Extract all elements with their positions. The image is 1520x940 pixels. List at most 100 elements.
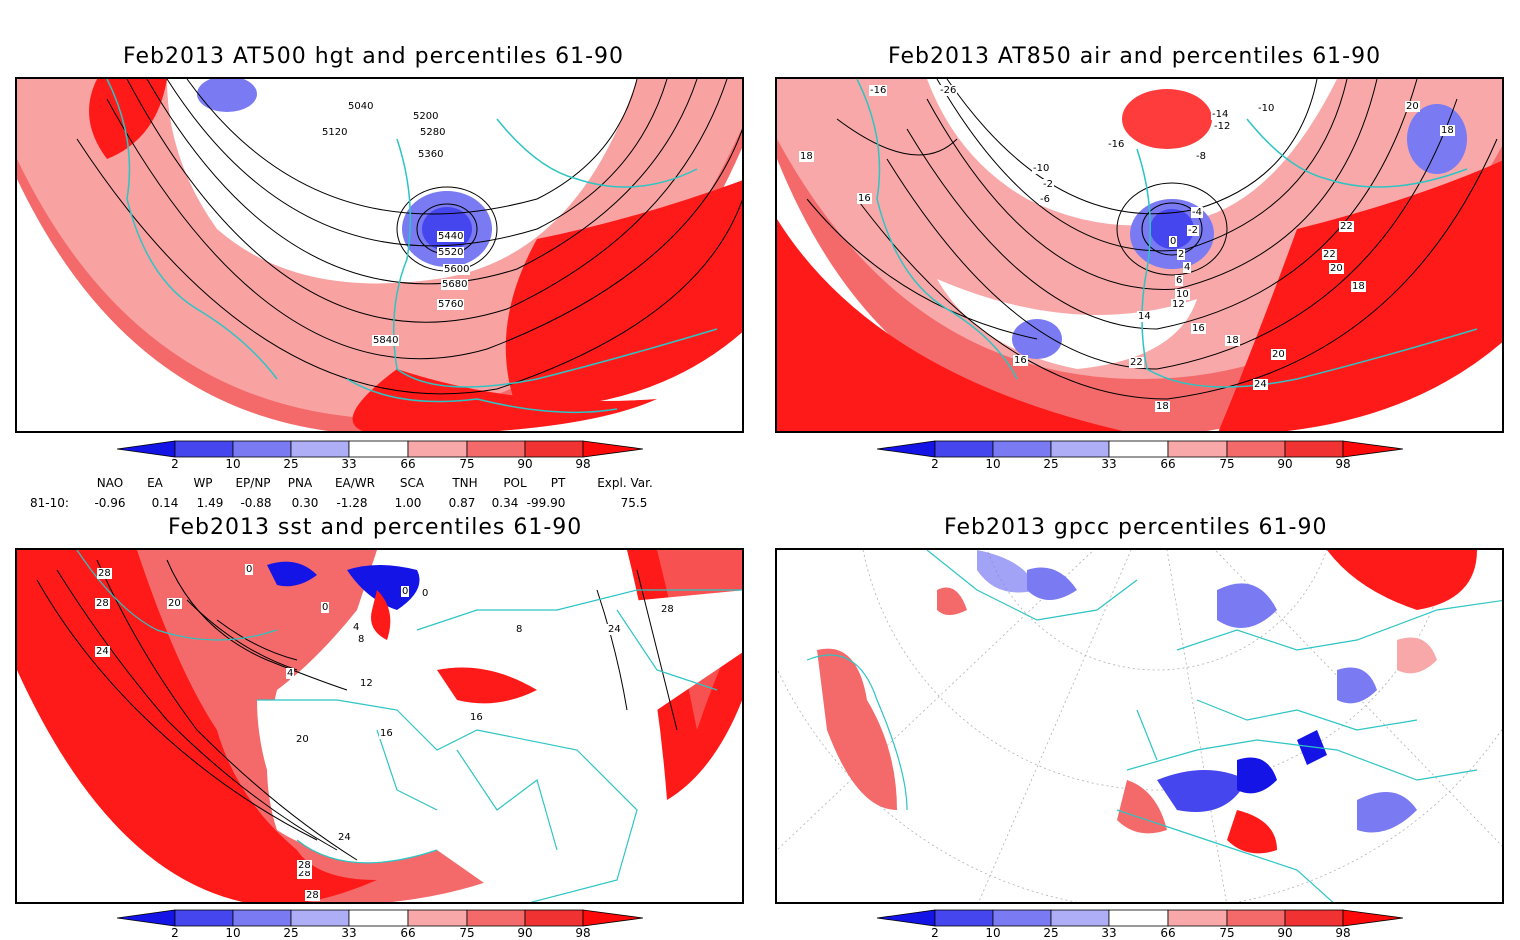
contour-label: 20 [167,598,182,609]
colorbar-swatch [407,440,468,458]
contour-label: 5680 [441,279,469,290]
colorbar-swatch [116,909,176,927]
contour-label: 24 [95,646,110,657]
contour-label: 0 [1169,236,1178,247]
colorbar-top-left-scale [116,440,644,458]
panel-title-sst: Feb2013 sst and percentiles 61-90 [168,515,583,540]
colorbar-swatch [1226,440,1286,458]
contour-label: 4 [1183,262,1192,273]
panel-title-gpcc: Feb2013 gpcc percentiles 61-90 [944,515,1328,540]
colorbar-swatch [1226,909,1286,927]
colorbar-swatch [992,440,1052,458]
contour-label: 16 [1191,323,1206,334]
colorbar-swatch [1050,440,1110,458]
colorbar-bottom-right: 2 10 25 33 66 75 90 98 [876,909,1404,940]
colorbar-swatch [348,440,409,458]
contour-label: 8 [357,634,366,645]
contour-label: 4 [286,668,295,679]
contour-label: 18 [1440,125,1455,136]
colorbar-bottom-left-scale [116,909,644,927]
index-header: PNA [287,476,313,490]
contour-label: 18 [799,151,814,162]
colorbar-tick-label: 10 [985,926,1001,940]
contour-label: -2 [1042,179,1054,190]
contour-label: -14 [1211,109,1230,120]
contour-label: 22 [1322,249,1337,260]
colorbar-swatch [524,440,584,458]
map-gpcc [775,548,1504,904]
colorbar-tick-label: 10 [225,926,241,940]
colorbar-swatch [290,909,350,927]
colorbar-tick-label: 33 [1101,457,1117,471]
map-gpcc-plot [777,550,1502,902]
colorbar-tick-label: 90 [1277,457,1293,471]
contour-label: 28 [297,868,312,879]
contour-label: 8 [515,624,524,635]
contour-label: 0 [321,602,330,613]
contour-label: 5120 [321,127,349,138]
colorbar-swatch [1342,909,1404,927]
contour-label: 20 [1405,101,1420,112]
colorbar-tick-label: 66 [1160,926,1176,940]
contour-label: 16 [469,712,484,723]
contour-label: 4 [352,622,361,633]
colorbar-swatch [524,909,584,927]
index-header: EA/WR [334,476,376,490]
contour-label: 16 [379,728,394,739]
colorbar-swatch [876,909,936,927]
contour-label: 28 [660,604,675,615]
map-sst: 28 28 20 24 28 0 0 0 4 8 4 12 16 20 24 28 28 16 28 24 8 0 [15,548,744,904]
contour-label: 18 [1225,335,1240,346]
contour-label: 28 [297,860,312,871]
map-hgt500: 5040 5120 5200 5280 5360 5440 5520 5600 5680 5760… [15,77,744,433]
index-header: PT [550,476,566,490]
colorbar-tick-label: 2 [171,457,179,471]
contour-label: 24 [1253,379,1268,390]
colorbar-tick-label: 10 [985,457,1001,471]
contour-label: 28 [97,568,112,579]
contour-label: -16 [1107,139,1126,150]
index-value: 1.00 [394,496,422,510]
contour-label: -2 [1187,225,1199,236]
colorbar-tick-label: 90 [1277,926,1293,940]
index-value: 0.30 [291,496,319,510]
colorbar-tick-label: 98 [1335,926,1351,940]
contour-label: -4 [1191,207,1203,218]
colorbar-swatch [1108,909,1169,927]
map-air850-plot [777,79,1502,431]
contour-label: 5280 [419,127,447,138]
index-value: -0.88 [240,496,272,510]
colorbar-tick-label: 75 [459,926,475,940]
contour-label: 24 [337,832,352,843]
colorbar-swatch [1108,440,1169,458]
colorbar-swatch [876,440,936,458]
map-sst-plot [17,550,742,902]
colorbar-top-right: 2 10 25 33 66 75 90 98 [876,440,1404,474]
colorbar-swatch [116,440,176,458]
colorbar-tick-label: 66 [400,457,416,471]
contour-label: 0 [401,586,410,597]
contour-label: 28 [305,890,320,901]
contour-label: 2 [1177,249,1186,260]
colorbar-tick-label: 75 [1219,926,1235,940]
colorbar-top-left: 2 10 25 33 66 75 90 98 [116,440,644,474]
colorbar-tick-label: 25 [283,926,299,940]
contour-label: -8 [1195,151,1207,162]
contour-label: 18 [1351,281,1366,292]
index-value: 0.14 [151,496,179,510]
contour-label: 16 [1013,355,1028,366]
contour-label: 5360 [417,149,445,160]
colorbar-swatch [582,440,644,458]
colorbar-swatch [466,909,526,927]
contour-label: 5840 [372,335,400,346]
contour-label: -26 [939,85,958,96]
colorbar-tick-label: 75 [1219,457,1235,471]
contour-label: 5760 [437,299,465,310]
colorbar-swatch [1284,909,1344,927]
contour-label: 12 [1171,299,1186,310]
colorbar-swatch [174,909,234,927]
index-header: EA [147,476,163,490]
colorbar-tick-label: 2 [931,457,939,471]
contour-label: -10 [1257,103,1276,114]
colorbar-tick-label: 33 [341,926,357,940]
